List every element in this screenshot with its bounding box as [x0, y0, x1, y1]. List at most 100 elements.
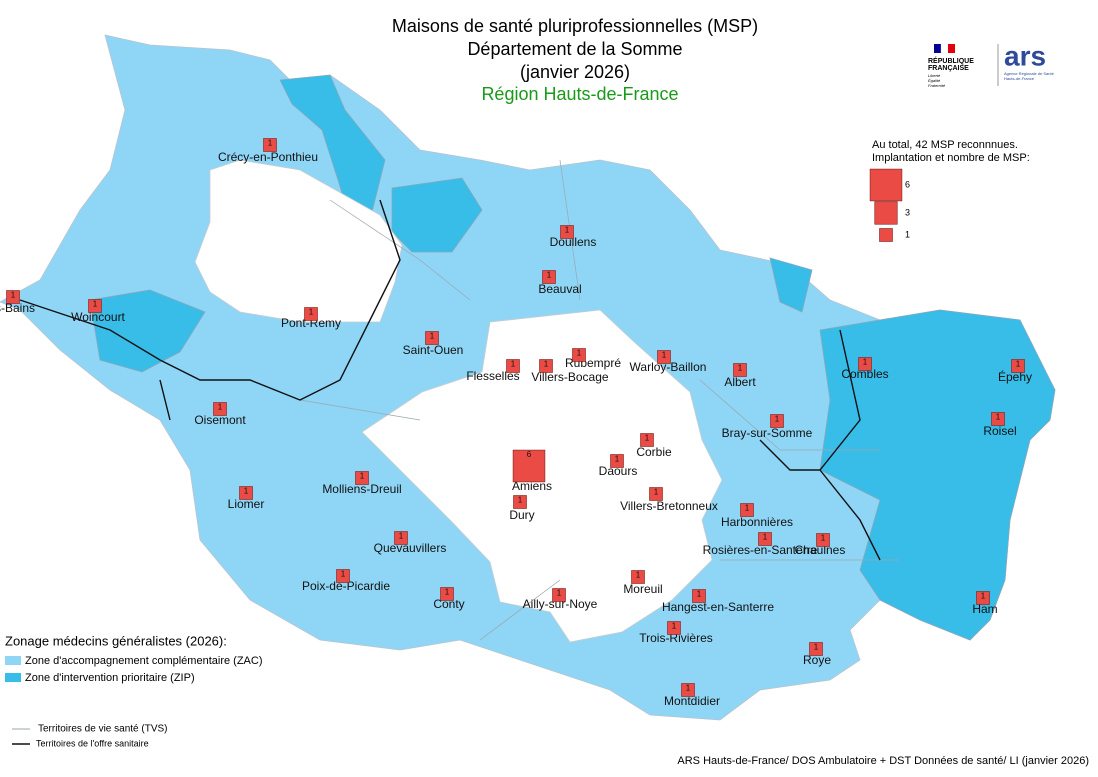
place-label: Hangest-en-Santerre [662, 600, 774, 614]
logo-motto: Liberté [928, 73, 941, 78]
place-label: Villers-Bocage [531, 370, 608, 384]
flag-white [940, 43, 949, 54]
msp-count: 1 [1016, 360, 1021, 369]
place-label: Quevauvillers [374, 541, 447, 555]
msp-marker [425, 331, 439, 345]
place-label: Épehy [998, 369, 1032, 384]
msp-marker [692, 589, 706, 603]
msp-marker [572, 348, 586, 362]
place-label: Harbonnières [721, 515, 793, 529]
area-unzoned-northwest [194, 159, 403, 323]
place-label: Warloy-Baillon [630, 360, 707, 374]
zip-west [89, 289, 206, 373]
place-label: Corbie [636, 445, 672, 459]
msp-marker [640, 433, 654, 447]
place-label: Daours [599, 464, 638, 478]
msp-count: 1 [360, 472, 365, 481]
place-label: Mers-les-Bains [0, 301, 35, 315]
logo-text: FRANÇAISE [928, 65, 969, 72]
msp-count: 1 [430, 332, 435, 341]
msp-marker [667, 621, 681, 635]
place-label: Villers-Bretonneux [620, 499, 718, 513]
logo-text: RÉPUBLIQUE [928, 56, 974, 65]
legend-label: Zone d'intervention prioritaire (ZIP) [25, 672, 195, 684]
flag-red [948, 44, 955, 53]
msp-count: 1 [544, 360, 549, 369]
msp-count: 1 [738, 364, 743, 373]
place-label: Woincourt [71, 310, 125, 324]
msp-marker [263, 138, 277, 152]
msp-count: 1 [615, 455, 620, 464]
msp-count: 1 [268, 139, 273, 148]
msp-count: 1 [577, 349, 582, 358]
msp-marker [809, 642, 823, 656]
msp-count: 1 [662, 351, 667, 360]
msp-count: 1 [445, 588, 450, 597]
msp-count: 1 [814, 643, 819, 652]
msp-marker [681, 683, 695, 697]
msp-marker [513, 495, 527, 509]
legend-text: Implantation et nombre de MSP: [872, 152, 1030, 164]
place-label: Beauval [538, 282, 581, 296]
place-label: Montdidier [664, 694, 720, 708]
msp-marker [560, 225, 574, 239]
place-label: Oisemont [194, 413, 246, 427]
msp-marker [976, 591, 990, 605]
source: ARS Hauts-de-France/ DOS Ambulatoire + D… [677, 755, 1089, 767]
msp-marker [740, 503, 754, 517]
territory-boundary [19, 199, 881, 561]
msp-marker [758, 532, 772, 546]
msp-marker [733, 363, 747, 377]
place-label: Albert [724, 375, 756, 389]
legend-label: Zone d'accompagnement complémentaire (ZA… [25, 655, 262, 667]
msp-marker [355, 471, 369, 485]
msp-count: 1 [636, 571, 641, 580]
msp-count: 1 [821, 534, 826, 543]
place-label: Roye [803, 653, 831, 667]
place-label: Poix-de-Picardie [302, 579, 390, 593]
msp-count: 1 [775, 415, 780, 424]
msp-count: 1 [244, 487, 249, 496]
ars-caption: Agence Régionale de Santé [1004, 71, 1055, 76]
place-label: Bray-sur-Somme [722, 426, 813, 440]
msp-marker [649, 487, 663, 501]
msp-marker [440, 587, 454, 601]
msp-count: 1 [697, 590, 702, 599]
legend-marker [869, 168, 903, 202]
msp-marker [239, 486, 253, 500]
legend-title: Zonage médecins généralistes (2026): [5, 633, 227, 648]
title: Département de la Somme [467, 39, 682, 59]
msp-count: 1 [763, 533, 768, 542]
msp-marker [88, 299, 102, 313]
legend-size-label: 1 [905, 229, 910, 239]
place-label: Liomer [228, 497, 265, 511]
msp-count: 6 [527, 450, 532, 459]
msp-count: 1 [672, 622, 677, 631]
msp-count: 1 [654, 488, 659, 497]
place-label: Chaulnes [795, 543, 846, 557]
msp-marker [631, 570, 645, 584]
legend-label: Territoires de vie santé (TVS) [38, 724, 168, 735]
msp-marker [657, 350, 671, 364]
msp-count: 1 [996, 413, 1001, 422]
place-label: Crécy-en-Ponthieu [218, 150, 318, 164]
place-label: Pont-Remy [281, 316, 341, 330]
place-label: Saint-Ouen [403, 343, 464, 357]
title: Maisons de santé pluriprofessionnelles (… [392, 16, 758, 36]
legend-marker [879, 228, 893, 242]
msp-marker [539, 359, 553, 373]
msp-marker [816, 533, 830, 547]
logo-motto: Fraternité [928, 83, 946, 88]
place-label: Molliens-Dreuil [322, 482, 401, 496]
place-label: Combles [841, 367, 888, 381]
msp-marker [542, 270, 556, 284]
msp-marker [858, 357, 872, 371]
place-label: Amiens [512, 479, 552, 493]
msp-count: 1 [341, 570, 346, 579]
msp-count: 1 [511, 360, 516, 369]
msp-marker [610, 454, 624, 468]
msp-count: 1 [399, 532, 404, 541]
subtitle: Région Hauts-de-France [481, 84, 678, 104]
legend-swatch [5, 656, 21, 665]
